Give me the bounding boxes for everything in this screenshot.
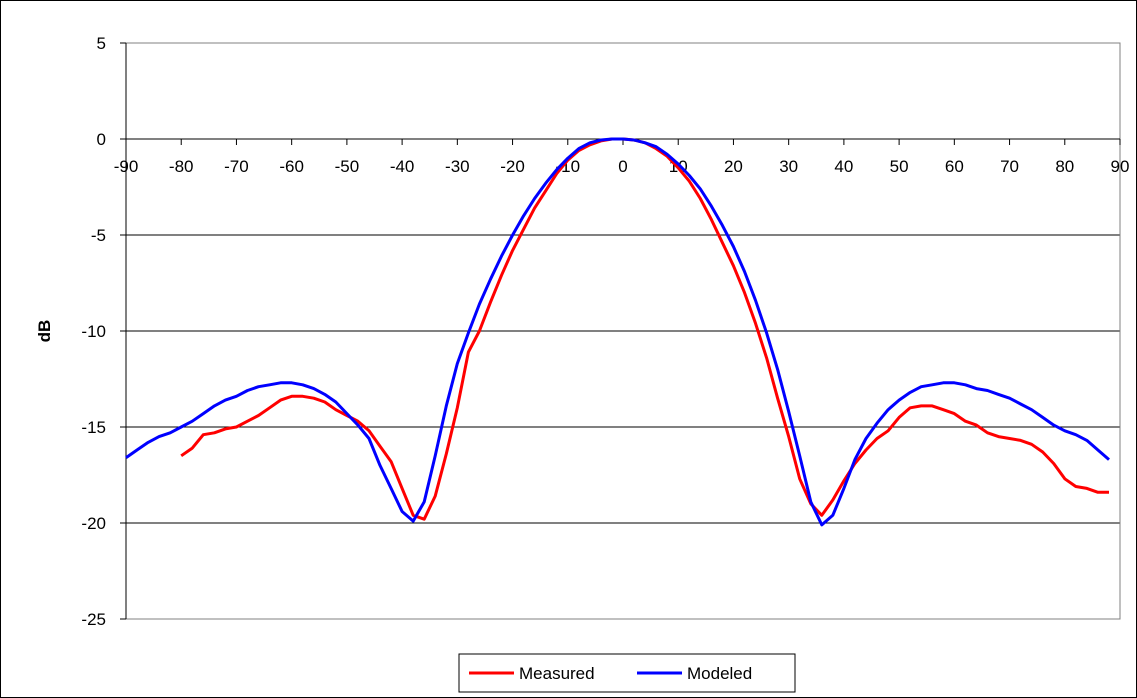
series-layer [125, 137, 1110, 527]
x-tick-label: -20 [500, 157, 525, 176]
x-tick-label: -70 [224, 157, 249, 176]
legend-box [458, 653, 796, 693]
x-tick-label: 20 [724, 157, 743, 176]
x-tick-label: 90 [1111, 157, 1130, 176]
x-tick-label: 0 [618, 157, 627, 176]
legend-label-modeled: Modeled [687, 664, 752, 683]
x-tick-label: 60 [945, 157, 964, 176]
y-tick-label: -15 [81, 418, 106, 437]
x-tick-label: -40 [390, 157, 415, 176]
x-tick-label: 70 [1000, 157, 1019, 176]
x-tick-label: -30 [445, 157, 470, 176]
x-tick-label: 50 [890, 157, 909, 176]
gridlines [126, 138, 1120, 524]
x-tick-label: 80 [1055, 157, 1074, 176]
x-tick-label: -80 [169, 157, 194, 176]
x-tick-label: 40 [834, 157, 853, 176]
x-tick-label: -50 [335, 157, 360, 176]
y-tick-label: 5 [97, 34, 106, 53]
legend: Measured Modeled [458, 653, 796, 693]
series-line-measured [180, 137, 1109, 521]
x-tick-label: -60 [279, 157, 304, 176]
y-tick-label: -5 [91, 226, 106, 245]
y-axis-title: dB [35, 320, 54, 343]
legend-label-measured: Measured [519, 664, 595, 683]
series-line-modeled [125, 137, 1110, 527]
x-axis: -90 -80 -70 -60 -50 -40 -30 -20 -10 0 10 20 30 40 50 60… [114, 138, 1130, 176]
y-tick-label: -25 [81, 610, 106, 629]
y-tick-label: -20 [81, 514, 106, 533]
x-tick-label: 30 [779, 157, 798, 176]
y-tick-label: 0 [97, 130, 106, 149]
y-axis: 5 0 -5 -10 -15 -20 -25 [81, 34, 127, 629]
x-tick-label: -10 [555, 157, 580, 176]
y-tick-label: -10 [81, 322, 106, 341]
